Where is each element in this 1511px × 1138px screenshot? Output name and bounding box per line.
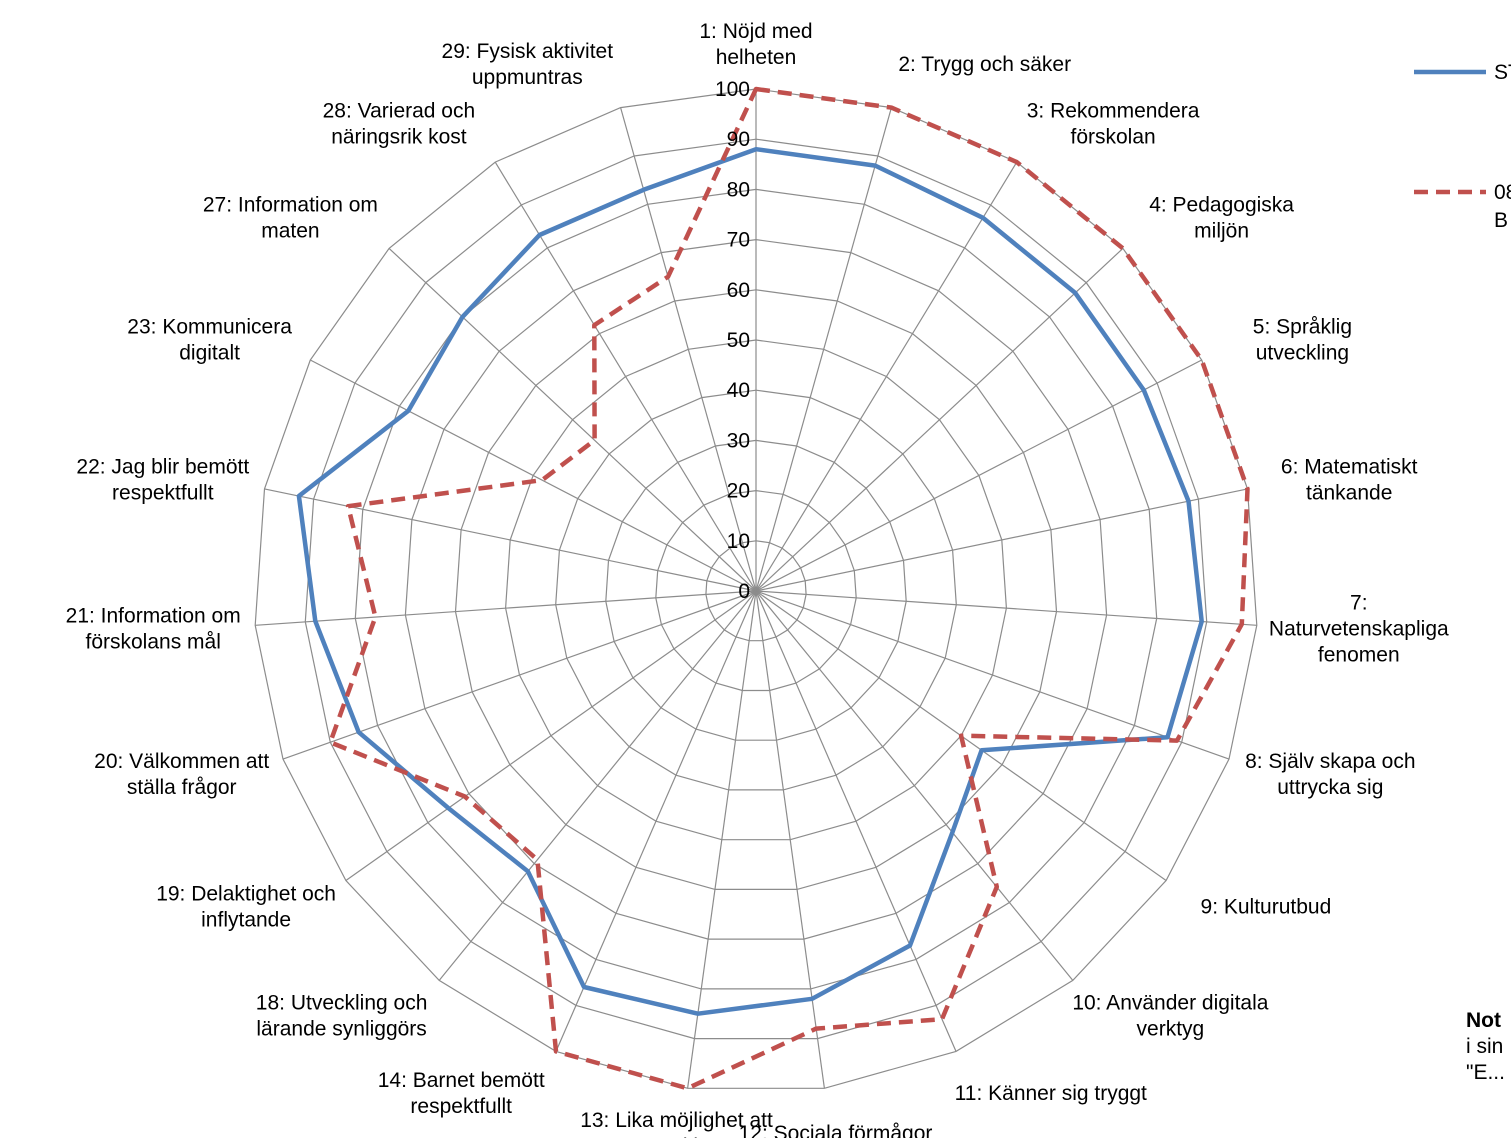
note-line-3: "E...	[1466, 1061, 1505, 1084]
tick-label: 100	[715, 78, 750, 101]
grid-spoke	[438, 590, 757, 981]
grid-ring	[504, 339, 1008, 841]
category-label: 4: Pedagogiska miljön	[1149, 194, 1294, 243]
tick-label: 90	[727, 128, 750, 151]
category-labels: 1: Nöjd med helheten 2: Trygg och säker 3: …	[66, 20, 1449, 1138]
radar-series	[296, 86, 1250, 1091]
grid-spoke	[755, 590, 1257, 626]
radar-grid	[254, 88, 1258, 1089]
tick-label: 0	[738, 580, 750, 603]
grid-spoke	[755, 590, 825, 1089]
category-label: 6: Matematiskt tänkande	[1281, 456, 1418, 505]
category-label: 8: Själv skapa och uttrycka sig	[1245, 750, 1415, 799]
tick-label: 20	[727, 480, 750, 503]
legend-label-2: 08	[1494, 181, 1511, 204]
category-label: 18: Utveckling och lärande synliggörs	[256, 991, 428, 1040]
grid-ring	[254, 88, 1258, 1089]
grid-spoke	[687, 590, 757, 1089]
series-line-1	[296, 146, 1204, 1016]
category-label: 22: Jag blir bemött respektfullt	[76, 456, 249, 505]
grid-spoke	[755, 107, 892, 592]
grid-spoke	[310, 359, 757, 592]
note-line-2: i sin	[1466, 1035, 1504, 1058]
category-label: 13: Lika möjlighet attutvecklas	[580, 1109, 773, 1138]
category-label: 5: Språklig utveckling	[1253, 315, 1352, 364]
category-label: 7: Naturvetenskapliga fenomen	[1269, 591, 1449, 666]
category-label: 14: Barnet bemött respektfullt	[378, 1069, 545, 1118]
category-label: 20: Välkommen att ställa frågor	[94, 750, 269, 799]
note-text: Not i sin "E...	[1466, 1008, 1505, 1086]
category-label: 27: Information om maten	[203, 194, 378, 243]
grid-ring	[655, 489, 857, 692]
category-label: 3: Rekommendera förskolan	[1027, 100, 1200, 149]
grid-spoke	[494, 161, 757, 592]
radial-tick-labels: 0 10 20 30 40 50 60 70 80 90 100	[715, 78, 750, 603]
category-label: 10: Använder digitala verktyg	[1072, 991, 1268, 1040]
grid-spoke	[255, 590, 757, 626]
series-line-2	[328, 86, 1250, 1091]
grid-ring	[555, 389, 957, 791]
grid-ring	[454, 289, 1058, 891]
tick-label: 50	[727, 329, 750, 352]
grid-ring	[404, 238, 1108, 940]
grid-spoke	[755, 590, 1074, 981]
grid-spoke	[755, 359, 1202, 592]
grid-spoke	[755, 247, 1124, 592]
category-label: 1: Nöjd med helheten	[699, 20, 812, 69]
category-label: 29: Fysisk aktivitet uppmuntras	[442, 40, 614, 89]
tick-label: 40	[727, 379, 750, 402]
grid-ring	[605, 439, 907, 741]
category-label: 9: Kulturutbud	[1201, 896, 1332, 919]
category-label: 12: Sociala förmågor	[739, 1122, 933, 1138]
category-label: 28: Varierad och näringsrik kost	[323, 100, 476, 149]
grid-spoke	[755, 590, 1230, 760]
tick-label: 80	[727, 178, 750, 201]
radar-spokes	[255, 89, 1257, 1089]
legend-label-1: ST	[1494, 61, 1511, 84]
category-label: 2: Trygg och säker	[898, 53, 1071, 76]
grid-spoke	[755, 590, 957, 1052]
note-title: Not	[1466, 1009, 1501, 1032]
legend-label-2: B	[1494, 209, 1508, 232]
category-label: 19: Delaktighet och inflytande	[156, 883, 336, 932]
grid-spoke	[755, 488, 1248, 592]
legend: ST 08 B	[1414, 61, 1511, 232]
grid-spoke	[388, 247, 757, 592]
grid-ring	[354, 188, 1158, 990]
grid-spoke	[282, 590, 757, 760]
category-label: 11: Känner sig tryggt	[955, 1082, 1147, 1105]
grid-spoke	[345, 590, 757, 881]
grid-spoke	[264, 488, 757, 592]
tick-label: 60	[727, 279, 750, 302]
category-label: 23: Kommunicera digitalt	[127, 315, 292, 364]
tick-label: 10	[727, 530, 750, 553]
tick-label: 70	[727, 229, 750, 252]
grid-spoke	[755, 161, 1018, 592]
tick-label: 30	[727, 429, 750, 452]
grid-ring	[705, 540, 807, 642]
grid-spoke	[555, 590, 757, 1052]
category-label: 21: Information om förskolans mål	[66, 604, 241, 653]
grid-ring	[304, 138, 1208, 1040]
